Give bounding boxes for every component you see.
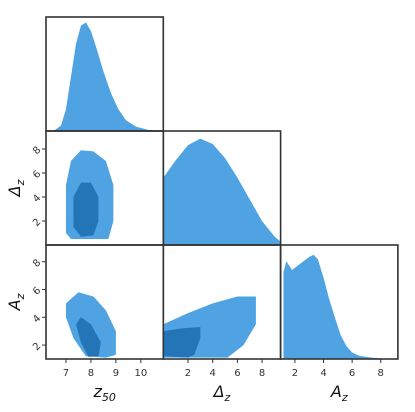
y-tick-label: 8 [31,257,43,269]
density-area [283,254,388,359]
y-tick-label: 4 [31,313,43,325]
label-subscript: z [14,293,27,300]
y-tick-label: 2 [31,217,43,229]
label-subscript: z [14,179,27,186]
x-tick-label: 7 [63,368,69,379]
y-axis-label: Δz [5,179,27,198]
panel-frame [162,244,282,360]
y-tick-label: 6 [31,169,43,181]
label-symbol: Δ [5,185,24,198]
y-tick-label: 4 [31,193,43,205]
x-tick-label: 4 [210,368,216,379]
y-tick-label: 2 [31,341,43,353]
panel [53,22,161,131]
y-tick-label: 6 [31,285,43,297]
x-tick-label: 6 [349,368,355,379]
label-symbol: A [330,382,342,401]
x-tick-label: 8 [88,368,94,379]
density-area [163,138,281,245]
label-symbol: A [5,299,24,311]
panel [65,150,114,239]
panel [163,138,281,245]
label-symbol: Δ [212,382,225,401]
panel [163,296,256,358]
x-tick-label: 2 [292,368,298,379]
density-area [53,22,161,131]
x-tick-label: 8 [259,368,265,379]
x-tick-label: 10 [134,368,147,379]
x-tick-label: 4 [320,368,326,379]
panel [283,254,388,359]
contour-inner [75,317,101,357]
x-tick-label: 9 [113,368,119,379]
contour-inner [163,327,201,358]
x-axis-label: z50 [92,382,115,404]
x-tick-label: 2 [185,368,191,379]
label-subscript: z [224,391,231,404]
contour-inner [73,182,99,237]
x-tick-label: 8 [378,368,384,379]
label-symbol: z [92,382,102,401]
y-axis-label: Az [5,293,27,311]
y-tick-label: 8 [31,145,43,157]
x-tick-label: 6 [234,368,240,379]
x-axis-label: Δz [212,382,231,404]
panel [65,292,116,358]
x-axis-label: Az [330,382,348,404]
label-subscript: 50 [102,391,116,404]
label-subscript: z [341,391,348,404]
